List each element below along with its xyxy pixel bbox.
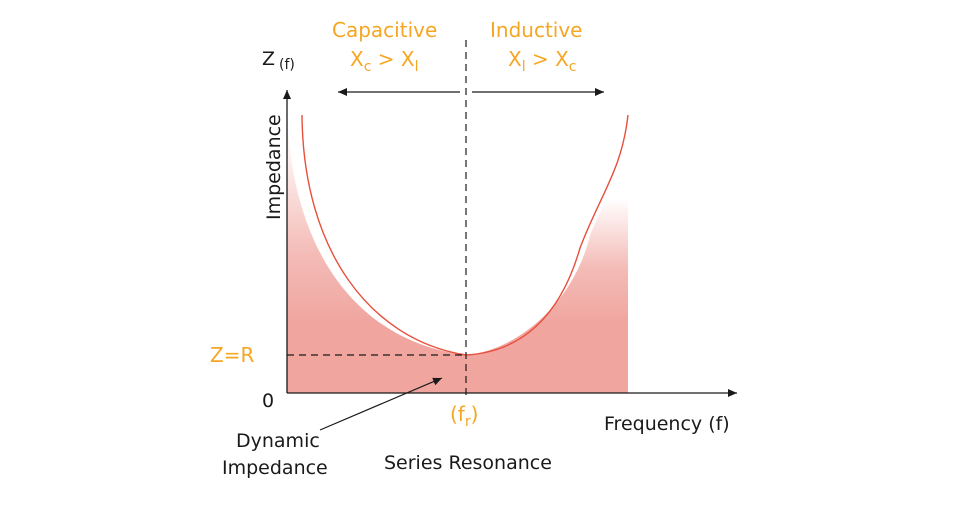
impedance-curve <box>301 114 629 356</box>
impedance-area <box>287 115 628 393</box>
dynamic-impedance-pointer <box>319 377 443 431</box>
zr-label: Z=R <box>210 343 254 367</box>
dynamic-impedance-label-line1: Dynamic <box>236 430 320 452</box>
origin-label: 0 <box>262 390 274 412</box>
resonant-frequency-label: (fr) <box>450 402 478 430</box>
inductive-relation: Xl > Xc <box>508 47 576 75</box>
inductive-title: Inductive <box>490 18 582 42</box>
dynamic-impedance-label-line2: Impedance <box>222 457 328 479</box>
y-axis-symbol: Z (f) <box>262 48 295 73</box>
y-axis-label: Impedance <box>263 114 285 220</box>
series-resonance-label: Series Resonance <box>384 452 552 474</box>
capacitive-relation: Xc > Xl <box>350 47 418 75</box>
capacitive-title: Capacitive <box>332 18 437 42</box>
x-axis-label: Frequency (f) <box>604 413 730 435</box>
